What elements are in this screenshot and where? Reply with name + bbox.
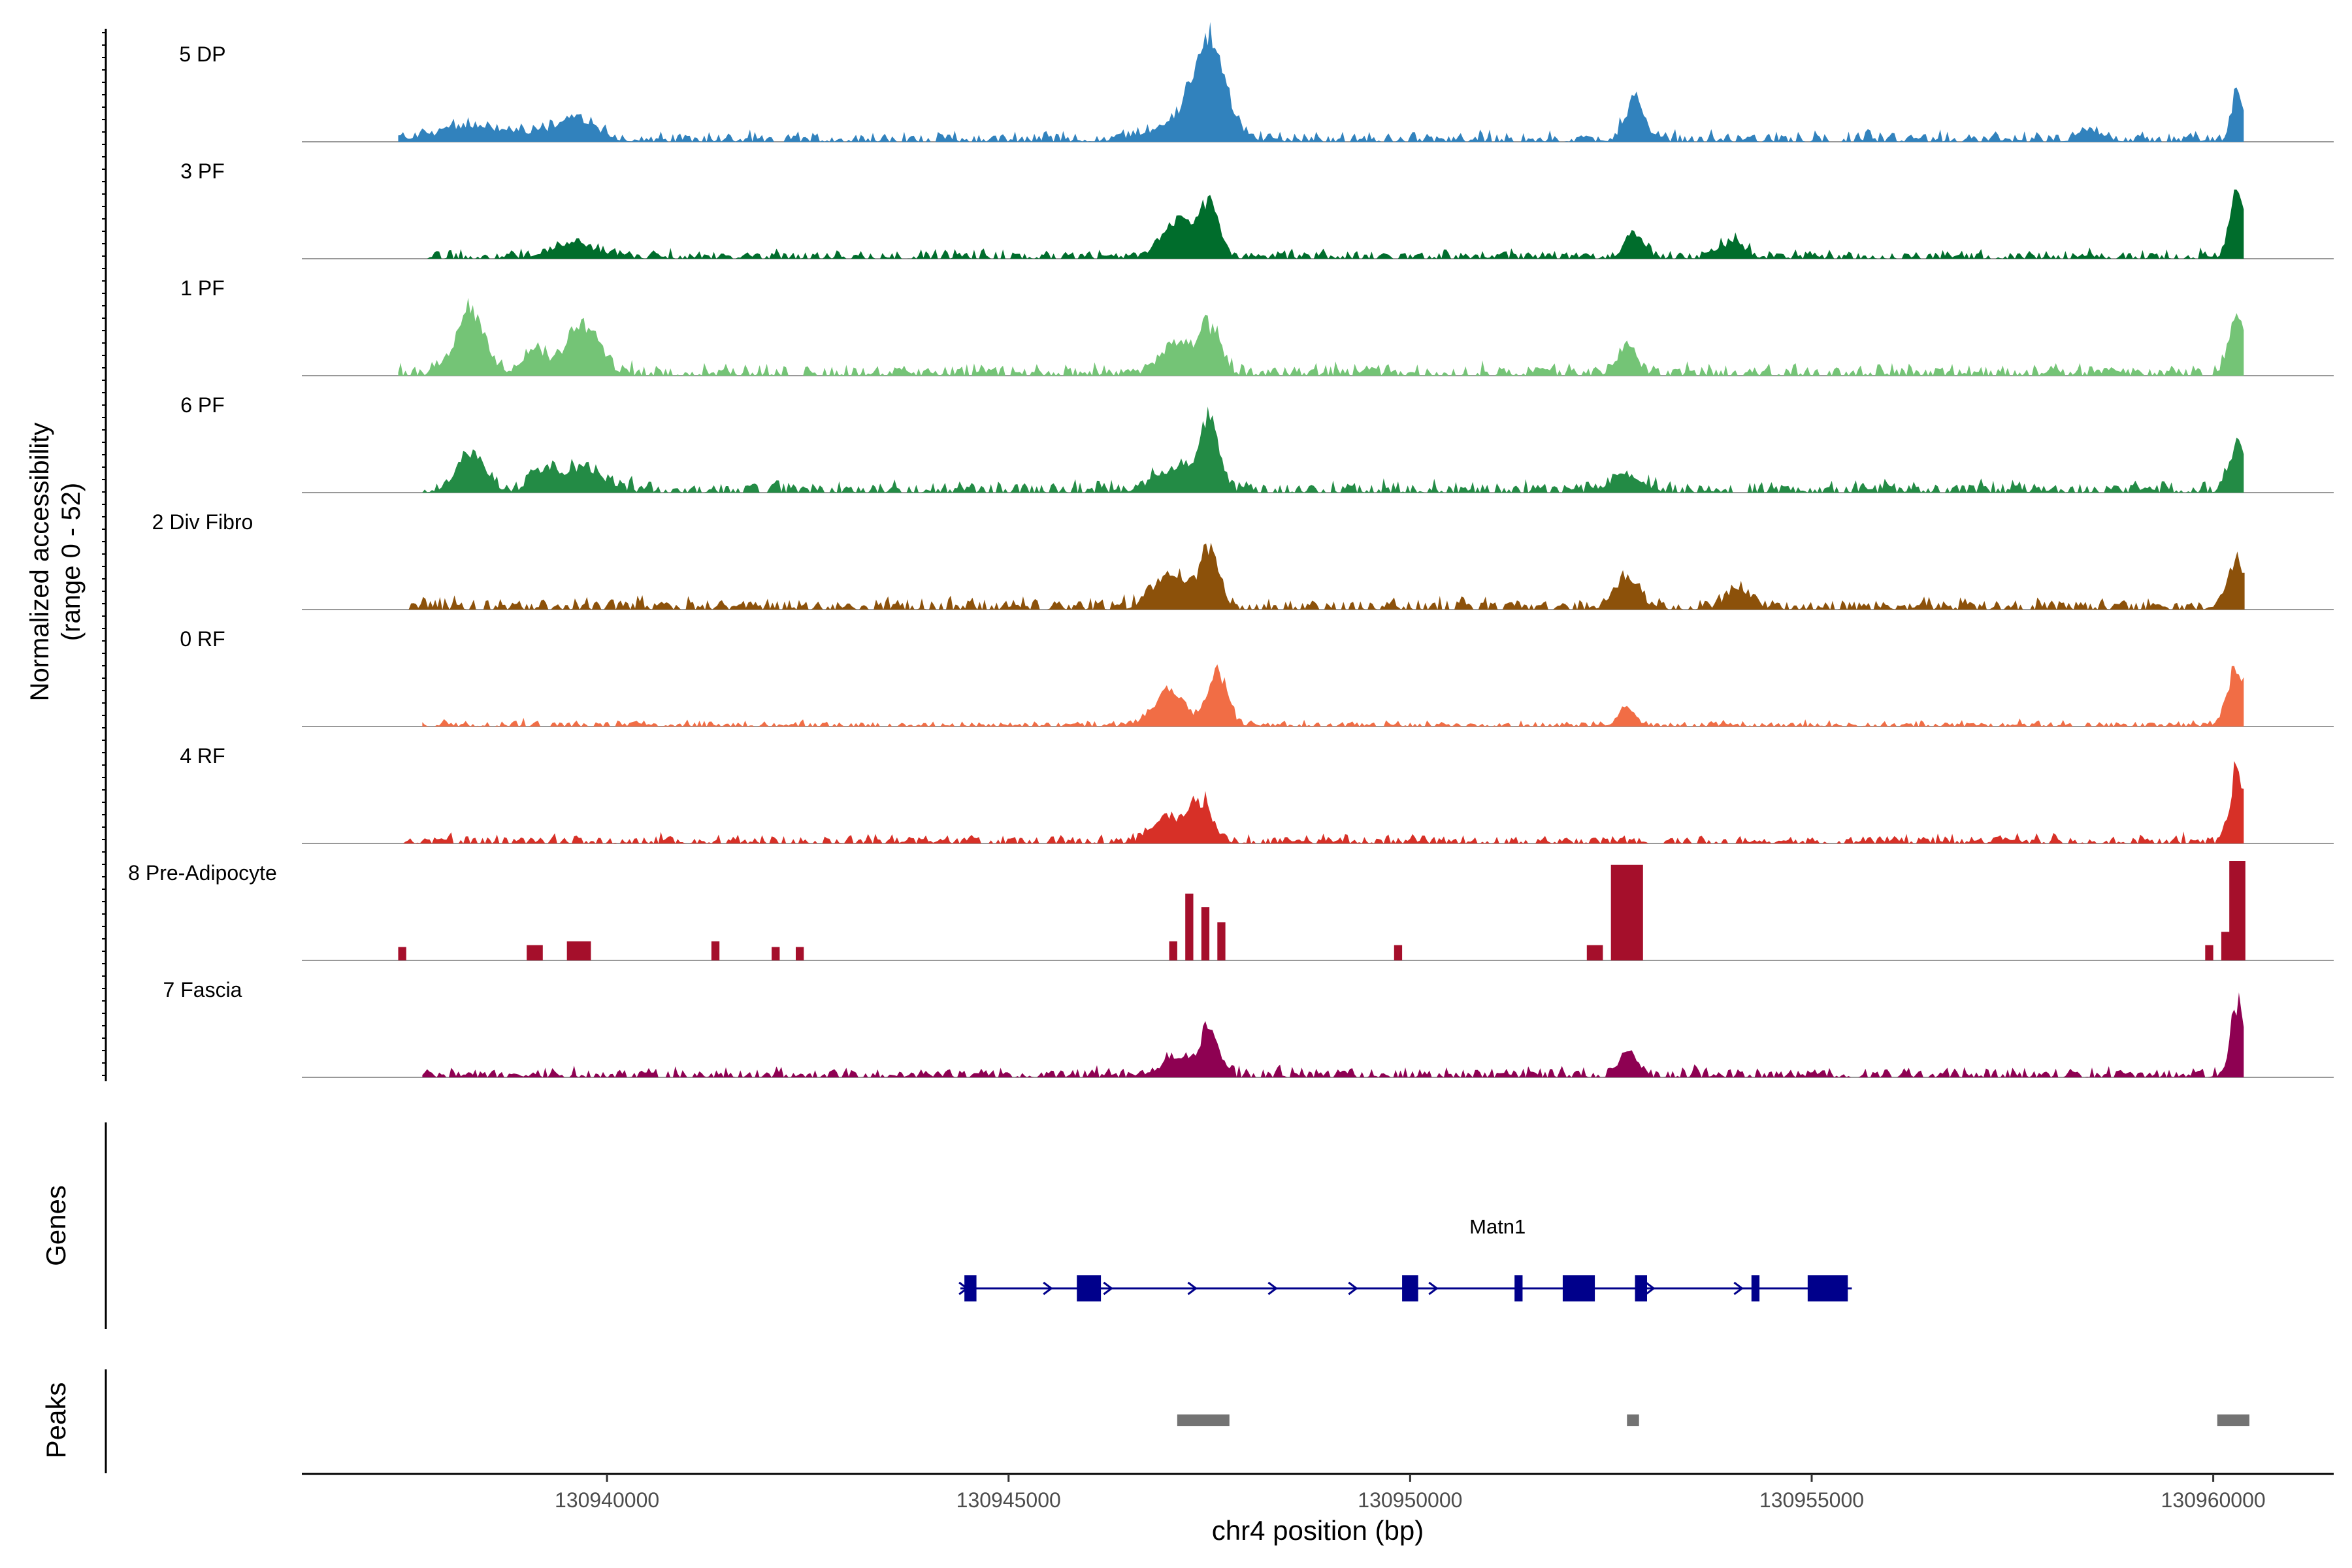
track-label: 1 PF bbox=[180, 276, 225, 300]
x-tick-label: 130960000 bbox=[2161, 1488, 2266, 1512]
coverage-area bbox=[422, 189, 2244, 259]
peak-region bbox=[2217, 1414, 2249, 1426]
x-tick-label: 130955000 bbox=[1759, 1488, 1864, 1512]
peaks-axis-title: Peaks bbox=[41, 1382, 71, 1459]
coverage-area bbox=[398, 861, 2246, 960]
peak-region bbox=[1177, 1414, 1230, 1426]
peak-track bbox=[1177, 1414, 2249, 1426]
gene-exon bbox=[964, 1275, 977, 1301]
track-0-rf: 0 RF bbox=[180, 627, 2334, 727]
coverage-area bbox=[398, 760, 2244, 843]
x-tick-label: 130945000 bbox=[956, 1488, 1061, 1512]
gene-exon bbox=[1562, 1275, 1595, 1301]
coverage-area bbox=[422, 406, 2244, 493]
track-label: 8 Pre-Adipocyte bbox=[128, 861, 277, 885]
strand-arrow bbox=[1733, 1281, 1744, 1296]
coverage-area bbox=[398, 22, 2244, 142]
track-6-pf: 6 PF bbox=[180, 393, 2334, 493]
strand-arrow bbox=[1187, 1281, 1198, 1296]
track-label: 0 RF bbox=[180, 627, 225, 651]
strand-arrow bbox=[1043, 1281, 1053, 1296]
track-3-pf: 3 PF bbox=[180, 159, 2334, 259]
track-5-dp: 5 DP bbox=[179, 22, 2334, 142]
strand-arrow bbox=[1428, 1281, 1439, 1296]
strand-arrow bbox=[1645, 1281, 1656, 1296]
track-label: 5 DP bbox=[179, 42, 225, 66]
track-7-fascia: 7 Fascia bbox=[163, 978, 2334, 1078]
track-label: 2 Div Fibro bbox=[152, 510, 253, 534]
track-label: 3 PF bbox=[180, 159, 225, 183]
peak-region bbox=[1627, 1414, 1639, 1426]
track-label: 4 RF bbox=[180, 744, 225, 768]
track-1-pf: 1 PF bbox=[180, 276, 2334, 376]
coverage-tracks: 5 DP 3 PF 1 PF 6 PF 2 Div Fibro 0 RF 4 RF 8 Pre… bbox=[128, 22, 2334, 1078]
y-axis-title-line1: Normalized accessibility bbox=[25, 423, 54, 702]
coverage-area bbox=[406, 542, 2245, 610]
x-tick-label: 130950000 bbox=[1358, 1488, 1462, 1512]
x-axis-ticks: 130940000 130945000 130950000 130955000 1309… bbox=[555, 1474, 2266, 1512]
gene-exon bbox=[1807, 1275, 1848, 1301]
gene-label: Matn1 bbox=[1469, 1215, 1526, 1238]
coverage-area bbox=[422, 664, 2244, 727]
gene-exon bbox=[1635, 1275, 1647, 1301]
x-tick-label: 130940000 bbox=[555, 1488, 659, 1512]
track-2-div-fibro: 2 Div Fibro bbox=[152, 510, 2334, 610]
coverage-area bbox=[398, 297, 2244, 376]
track-4-rf: 4 RF bbox=[180, 744, 2334, 844]
strand-arrow bbox=[1267, 1281, 1278, 1296]
strand-arrow bbox=[1348, 1281, 1358, 1296]
gene-exon bbox=[1077, 1275, 1102, 1301]
gene-track: Matn1 bbox=[958, 1215, 1852, 1301]
track-label: 6 PF bbox=[180, 393, 225, 417]
gene-exon bbox=[1514, 1275, 1523, 1301]
y-axis-title-line2: (range 0 - 52) bbox=[57, 483, 86, 641]
x-axis-title: chr4 position (bp) bbox=[1212, 1515, 1424, 1546]
strand-arrow bbox=[1103, 1281, 1113, 1296]
gene-exon bbox=[1402, 1275, 1418, 1301]
track-label: 7 Fascia bbox=[163, 978, 242, 1002]
coverage-y-axis-ticks bbox=[102, 32, 106, 1076]
genes-axis-title: Genes bbox=[41, 1185, 71, 1266]
track-8-pre-adipocyte: 8 Pre-Adipocyte bbox=[128, 861, 2334, 961]
coverage-area bbox=[422, 992, 2244, 1077]
gene-exon bbox=[1751, 1275, 1760, 1301]
